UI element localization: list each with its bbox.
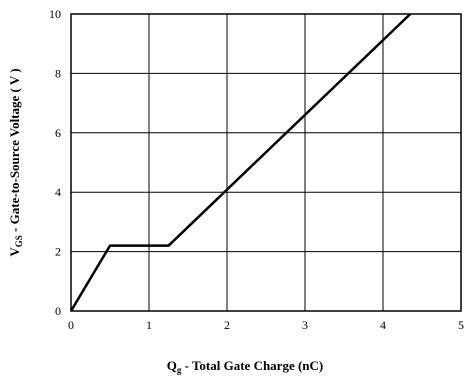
x-tick-label: 1 [146, 318, 152, 332]
y-tick-label: 8 [55, 66, 61, 80]
x-tick-label: 2 [224, 318, 230, 332]
x-tick-labels: 0 1 2 3 4 5 [68, 318, 464, 332]
y-tick-label: 2 [55, 245, 61, 259]
grid-lines [71, 14, 461, 311]
x-tick-label: 4 [380, 318, 386, 332]
plot-frame [70, 13, 462, 312]
x-axis-label: Qg - Total Gate Charge (nC) [167, 358, 324, 375]
y-tick-labels: 0 2 4 6 8 10 [49, 7, 61, 318]
y-tick-label: 0 [55, 304, 61, 318]
y-axis-label: VGS - Gate-to-Source Voltage ( V ) [7, 68, 24, 256]
series-line [69, 13, 412, 312]
x-tick-label: 5 [458, 318, 464, 332]
series-group [69, 13, 412, 312]
x-tick-label: 3 [302, 318, 308, 332]
x-tick-label: 0 [68, 318, 74, 332]
y-tick-label: 6 [55, 126, 61, 140]
y-tick-label: 4 [55, 185, 61, 199]
y-tick-label: 10 [49, 7, 61, 21]
